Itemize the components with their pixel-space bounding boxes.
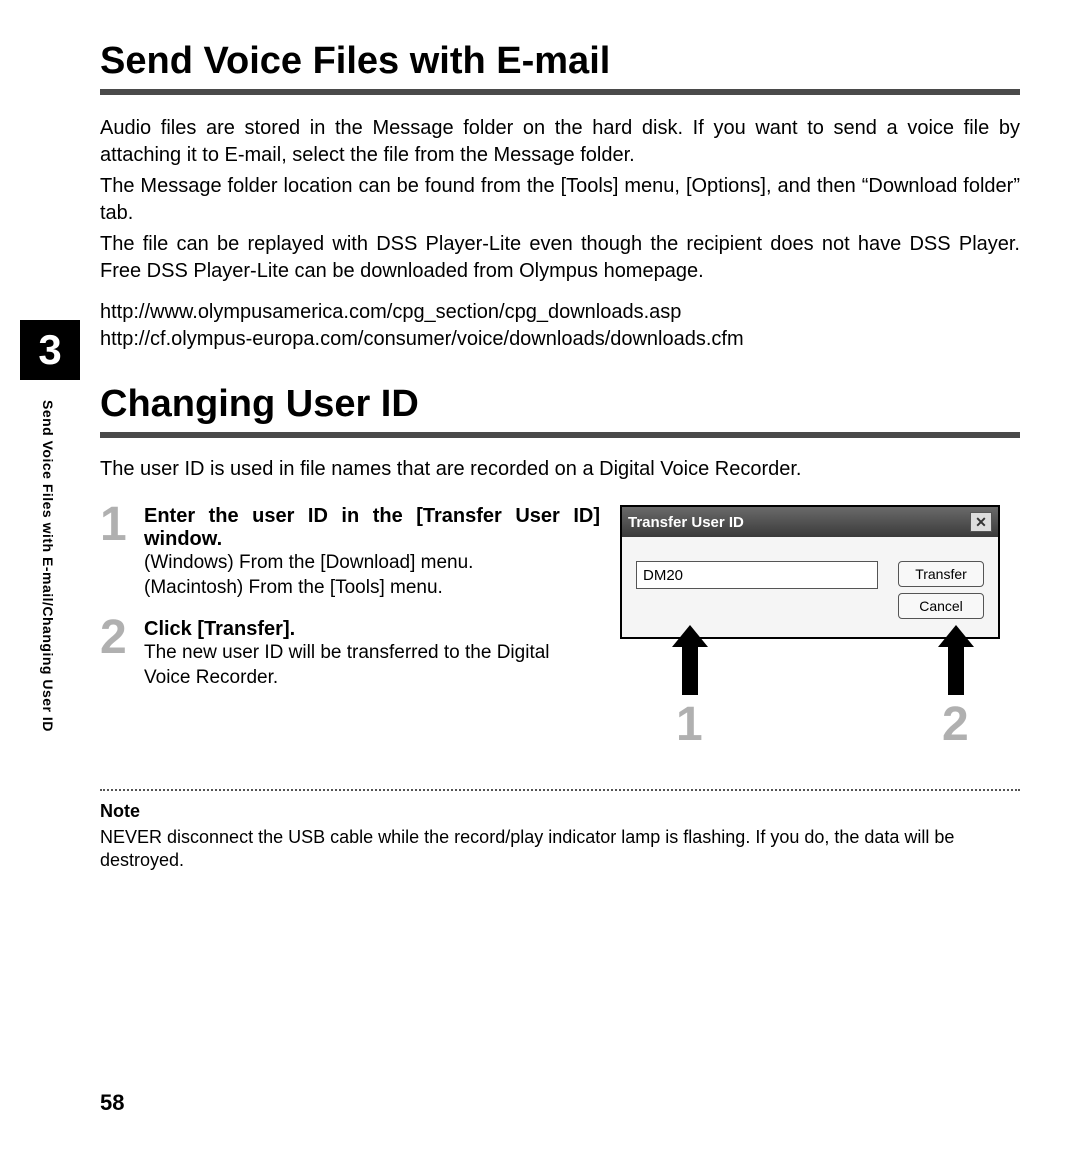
section1-url2: http://cf.olympus-europa.com/consumer/vo…: [100, 326, 1020, 353]
section1-rule: [100, 89, 1020, 95]
section1-p1: Audio files are stored in the Message fo…: [100, 115, 1020, 169]
note-body: NEVER disconnect the USB cable while the…: [100, 826, 1020, 873]
note-heading: Note: [100, 801, 1020, 822]
side-running-label: Send Voice Files with E-mail/Changing Us…: [40, 400, 56, 760]
transfer-button[interactable]: Transfer: [898, 561, 984, 587]
section2-intro: The user ID is used in file names that a…: [100, 458, 1020, 481]
step-2: 2 Click [Transfer]. The new user ID will…: [100, 618, 600, 690]
section1-url1: http://www.olympusamerica.com/cpg_sectio…: [100, 299, 1020, 326]
callout-arrows: 1 2: [620, 639, 1020, 759]
callout-1: 1: [676, 697, 703, 752]
arrow-1: [682, 643, 698, 695]
step-2-title: Click [Transfer].: [144, 618, 600, 641]
callout-2: 2: [942, 697, 969, 752]
step-1-number: 1: [100, 501, 127, 549]
cancel-button[interactable]: Cancel: [898, 593, 984, 619]
step-2-body1: The new user ID will be transferred to t…: [144, 641, 600, 690]
step-1-title: Enter the user ID in the [Transfer User …: [144, 505, 600, 551]
section1-p2: The Message folder location can be found…: [100, 173, 1020, 227]
section1-p3: The file can be replayed with DSS Player…: [100, 231, 1020, 285]
page-number: 58: [100, 1090, 124, 1116]
chapter-number-badge: 3: [20, 320, 80, 380]
section2-rule: [100, 432, 1020, 438]
note-divider: [100, 789, 1020, 791]
step-1: 1 Enter the user ID in the [Transfer Use…: [100, 505, 600, 600]
section2-title: Changing User ID: [100, 383, 1020, 426]
arrow-2: [948, 643, 964, 695]
transfer-user-id-dialog: Transfer User ID ✕ Transfer Cancel: [620, 505, 1000, 639]
close-icon[interactable]: ✕: [970, 512, 992, 532]
step-2-number: 2: [100, 614, 127, 662]
section1-title: Send Voice Files with E-mail: [100, 40, 1020, 83]
user-id-input[interactable]: [636, 561, 878, 589]
dialog-title: Transfer User ID: [628, 514, 744, 531]
step-1-body2: (Macintosh) From the [Tools] menu.: [144, 576, 600, 601]
dialog-titlebar: Transfer User ID ✕: [622, 507, 998, 537]
step-1-body1: (Windows) From the [Download] menu.: [144, 551, 600, 576]
